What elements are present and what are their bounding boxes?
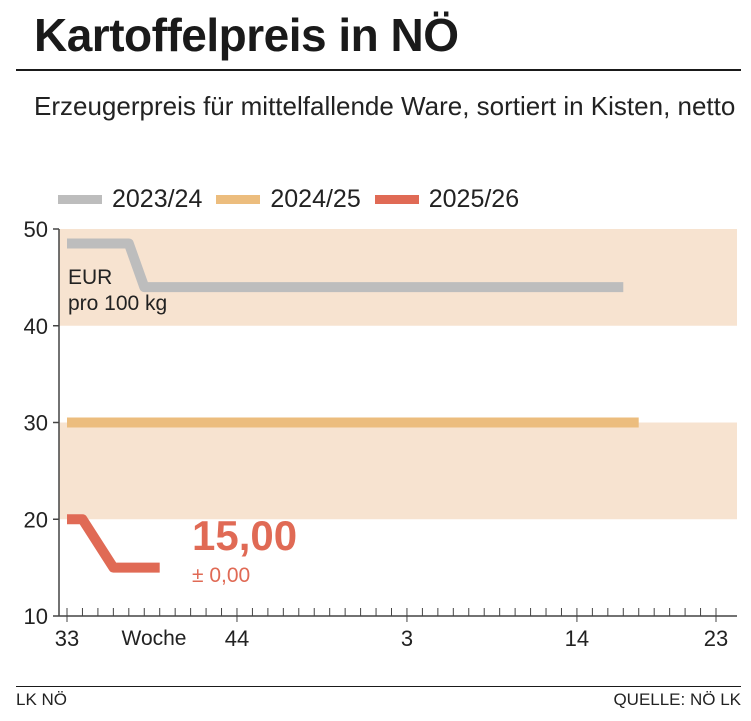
shaded-band-1 (59, 422, 737, 520)
title-divider (16, 69, 741, 71)
chart-legend: 2023/24 2024/25 2025/26 (58, 183, 533, 215)
x-tick-label-3: 3 (401, 626, 413, 651)
x-tick-label-14: 14 (565, 626, 589, 651)
legend-label-2023-24: 2023/24 (112, 184, 203, 213)
series-line-2025-26 (67, 514, 160, 573)
series-line-2023-24 (67, 238, 624, 293)
y-axis-label-unit: EUR (68, 266, 112, 289)
legend-item-2024-25: 2024/25 (216, 184, 361, 214)
footer-divider (16, 686, 741, 687)
legend-item-2025-26: 2025/26 (374, 184, 520, 214)
legend-swatch-2023-24 (58, 194, 102, 204)
legend-label-2024-25: 2024/25 (270, 184, 361, 213)
chart-subtitle: Erzeugerpreis für mittelfallende Ware, s… (34, 91, 736, 121)
x-tick-label-33: 33 (55, 626, 79, 651)
y-axis-label-per: pro 100 kg (68, 292, 167, 315)
current-price-change: ± 0,00 (192, 564, 250, 587)
current-price-value: 15,00 (192, 512, 297, 559)
shaded-bands (59, 229, 737, 520)
x-axis-label: Woche (122, 627, 187, 650)
series-lines (67, 238, 639, 573)
x-tick-label-23: 23 (704, 626, 728, 651)
y-tick-label-50: 50 (24, 217, 48, 242)
y-tick-label-40: 40 (24, 314, 48, 339)
legend-label-2025-26: 2025/26 (428, 184, 520, 213)
axes: 10 20 30 40 50 33 44 3 14 23 (24, 217, 737, 651)
page-title: Kartoffelpreis in NÖ (34, 9, 459, 61)
footer-credit: LK NÖ (16, 690, 68, 709)
footer-source: QUELLE: NÖ LK (613, 690, 741, 709)
legend-item-2023-24: 2023/24 (58, 185, 202, 214)
shaded-band-0 (59, 229, 737, 326)
x-tick-label-44: 44 (225, 626, 249, 651)
y-tick-label-10: 10 (24, 604, 48, 629)
legend-swatch-2024-25 (216, 194, 261, 204)
legend-swatch-2025-26 (374, 194, 419, 204)
y-tick-label-30: 30 (24, 411, 48, 436)
y-tick-label-20: 20 (24, 507, 48, 532)
